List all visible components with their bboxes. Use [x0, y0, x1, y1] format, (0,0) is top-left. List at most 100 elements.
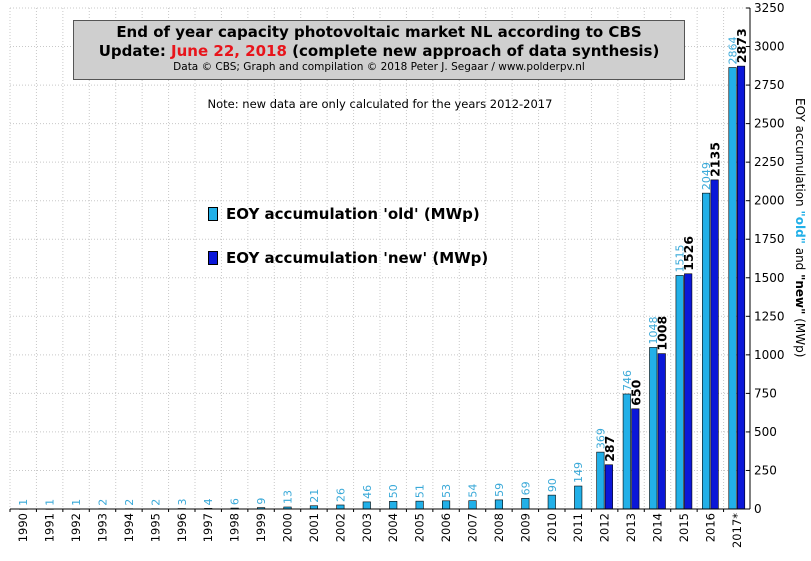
- x-tick-label: 2017*: [730, 513, 744, 548]
- y-axis-title-part: and: [793, 244, 807, 274]
- x-tick-label: 2002: [333, 513, 347, 542]
- data-label-old: 1: [44, 499, 57, 506]
- bar-old: [468, 500, 477, 510]
- chart-subtitle: Update: June 22, 2018 (complete new appr…: [74, 42, 684, 61]
- data-label-old: 1: [70, 499, 83, 506]
- x-tick-label: 2008: [492, 513, 506, 542]
- y-tick-label: 2750: [754, 78, 785, 92]
- data-label-old: 50: [387, 484, 400, 498]
- y-tick-label: 0: [754, 502, 762, 516]
- axes: 1990 1991 1992 1993 1994 1995 1996 1997 1998 1999…: [9, 1, 807, 548]
- bar-new: [657, 353, 666, 510]
- bar-old: [574, 485, 583, 510]
- bar-new: [631, 408, 640, 510]
- bar-old: [547, 494, 556, 510]
- x-tick-label: 2009: [518, 513, 532, 542]
- bar-new: [710, 179, 719, 510]
- bar-old: [336, 504, 345, 510]
- x-tick-label: 2004: [386, 513, 400, 542]
- x-tick-label: 2000: [281, 513, 295, 542]
- data-label-new: 650: [628, 379, 643, 405]
- x-tick-label: 2006: [439, 513, 453, 542]
- data-label-new: 1008: [655, 316, 670, 351]
- bars: [19, 65, 746, 510]
- y-axis-title-part: "old": [793, 210, 807, 243]
- bar-old: [521, 498, 530, 510]
- bar-old: [649, 347, 658, 510]
- y-axis-title-part: "new": [793, 274, 807, 314]
- y-tick-label: 1750: [754, 232, 785, 246]
- y-tick-label: 3000: [754, 40, 785, 54]
- bar-old: [702, 192, 711, 510]
- data-label-old: 46: [361, 485, 374, 499]
- x-tick-label: 2013: [624, 513, 638, 542]
- data-label-old: 2049: [700, 162, 713, 190]
- y-tick-label: 2000: [754, 194, 785, 208]
- data-label-old: 59: [493, 483, 506, 497]
- x-tick-label: 1997: [201, 513, 215, 542]
- data-label-old: 26: [334, 488, 347, 502]
- data-label-old: 69: [519, 481, 532, 495]
- y-tick-label: 250: [754, 463, 777, 477]
- y-tick-label: 2500: [754, 117, 785, 131]
- bar-old: [622, 393, 631, 510]
- y-tick-label: 750: [754, 386, 777, 400]
- x-tick-label: 1998: [228, 513, 242, 542]
- data-label-new: 1526: [681, 236, 696, 271]
- legend-label-old: EOY accumulation 'old' (MWp): [226, 205, 480, 223]
- y-tick-label: 1250: [754, 309, 785, 323]
- x-tick-label: 2007: [466, 513, 480, 542]
- y-tick-label: 3250: [754, 1, 785, 15]
- data-label-old: 6: [229, 498, 242, 505]
- data-label-old: 4: [202, 498, 215, 505]
- data-label-old: 2864: [727, 37, 740, 65]
- update-prefix: Update:: [98, 42, 172, 60]
- x-tick-label: 2014: [651, 513, 665, 542]
- data-label-old: 13: [282, 490, 295, 504]
- data-label-old: 149: [572, 462, 585, 483]
- chart-note: Note: new data are only calculated for t…: [207, 97, 553, 111]
- data-label-old: 3: [176, 499, 189, 506]
- x-tick-label: 2016: [703, 513, 717, 542]
- chart-credit: Data © CBS; Graph and compilation © 2018…: [173, 61, 585, 73]
- bar-old: [494, 499, 503, 510]
- bar-new: [604, 464, 613, 510]
- y-tick-label: 1500: [754, 271, 785, 285]
- y-axis-title-part: (MWp): [793, 314, 807, 357]
- bar-old: [442, 500, 451, 510]
- x-tick-label: 1994: [122, 513, 136, 542]
- data-label-old: 2: [123, 499, 136, 506]
- bar-new: [736, 65, 746, 510]
- data-label-old: 21: [308, 489, 321, 503]
- chart-title: End of year capacity photovoltaic market…: [116, 23, 642, 41]
- update-date: June 22, 2018: [171, 42, 287, 60]
- data-label-old: 1515: [674, 244, 687, 272]
- data-label-old: 54: [467, 484, 480, 498]
- y-tick-label: 1000: [754, 348, 785, 362]
- x-tick-label: 2012: [598, 513, 612, 542]
- data-label-new: 2873: [734, 28, 749, 63]
- x-tick-label: 1992: [69, 513, 83, 542]
- x-tick-label: 1995: [148, 513, 162, 542]
- data-label-old: 2: [97, 499, 110, 506]
- data-label-old: 9: [255, 498, 268, 505]
- data-label-old: 369: [594, 428, 607, 449]
- bar-old: [415, 500, 424, 510]
- x-tick-label: 2005: [413, 513, 427, 542]
- data-label-old: 1048: [647, 316, 660, 344]
- x-tick-label: 2011: [571, 513, 585, 542]
- legend-swatch-new: [208, 251, 218, 265]
- x-tick-label: 1991: [43, 513, 57, 542]
- data-label-new: 2135: [708, 142, 723, 177]
- y-tick-label: 2250: [754, 155, 785, 169]
- data-label-old: 53: [440, 484, 453, 498]
- x-tick-label: 2015: [677, 513, 691, 542]
- data-label-old: 90: [546, 478, 559, 492]
- data-labels: 1 1 1 2 2 2 3 4 6 9 13 21 26 46 50 51 53 54 59 69 9014936928…: [17, 28, 749, 506]
- x-tick-label: 2003: [360, 513, 374, 542]
- legend-item-new: EOY accumulation 'new' (MWp): [208, 249, 488, 267]
- data-label-new: 287: [602, 436, 617, 462]
- update-suffix: (complete new approach of data synthesis…: [286, 42, 660, 60]
- bar-old: [728, 67, 737, 510]
